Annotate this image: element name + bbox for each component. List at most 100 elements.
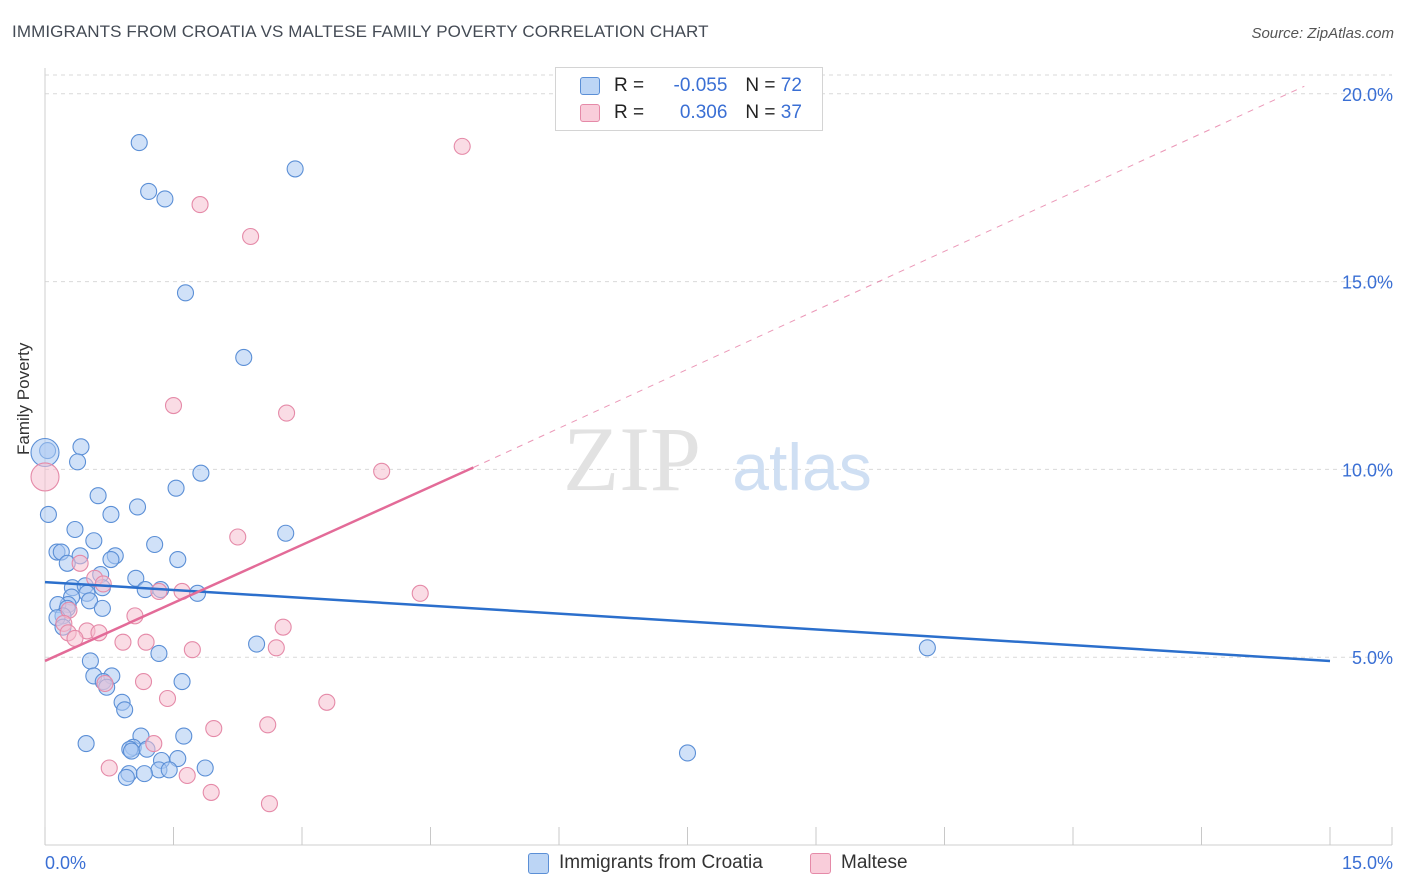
point-maltese: [229, 528, 247, 546]
point-croatia: [235, 348, 253, 367]
point-croatia: [127, 569, 145, 587]
point-croatia: [117, 768, 135, 786]
point-croatia: [81, 652, 99, 670]
point-maltese: [114, 633, 132, 651]
point-maltese: [137, 633, 155, 651]
point-maltese: [202, 783, 220, 801]
r-label: R =: [614, 102, 645, 123]
point-maltese: [373, 462, 391, 480]
point-croatia: [77, 735, 95, 753]
point-croatia: [89, 487, 107, 505]
trend-layer: [44, 85, 1331, 663]
point-maltese: [96, 674, 114, 693]
point-croatia: [678, 744, 697, 762]
point-maltese: [205, 720, 223, 738]
point-maltese: [30, 462, 60, 492]
trend-extension-maltese: [473, 85, 1305, 468]
stats-legend: R = -0.055 N = 72 R = 0.306 N = 37: [555, 67, 823, 131]
point-maltese: [134, 673, 153, 691]
n-label: N =: [745, 102, 776, 123]
swatch-croatia: [580, 77, 600, 95]
point-croatia: [150, 644, 168, 662]
n-value-maltese: 37: [780, 102, 802, 123]
legend-label-maltese: Maltese: [841, 852, 908, 873]
point-croatia: [248, 635, 266, 653]
point-croatia: [102, 550, 120, 569]
watermark: ZIP atlas: [563, 408, 872, 510]
point-maltese: [71, 554, 89, 572]
legend-swatch-croatia: [528, 852, 549, 874]
point-croatia: [169, 750, 187, 768]
point-maltese: [274, 618, 292, 636]
point-croatia: [102, 505, 120, 524]
legend-item-croatia[interactable]: Immigrants from Croatia: [528, 852, 763, 874]
point-maltese: [242, 227, 260, 246]
point-croatia: [80, 592, 99, 610]
x-tick-label: 0.0%: [45, 853, 86, 873]
point-croatia: [116, 701, 134, 719]
y-tick-label: 10.0%: [1342, 460, 1393, 480]
tick-labels: 5.0% 10.0% 15.0% 20.0% 0.0% 15.0%: [45, 85, 1393, 873]
point-croatia: [69, 453, 87, 471]
point-croatia: [93, 599, 111, 617]
point-croatia: [30, 437, 60, 468]
y-tick-label: 5.0%: [1352, 648, 1393, 668]
points-layer: [30, 134, 936, 813]
watermark-zip: ZIP: [563, 408, 701, 510]
point-croatia: [135, 765, 153, 783]
point-croatia: [66, 520, 84, 539]
point-maltese: [183, 641, 201, 659]
point-maltese: [259, 716, 277, 734]
point-croatia: [277, 524, 295, 542]
point-croatia: [160, 761, 178, 779]
y-axis-label: Family Poverty: [14, 342, 33, 455]
point-maltese: [158, 689, 177, 708]
point-croatia: [140, 182, 158, 200]
point-croatia: [128, 498, 147, 516]
point-maltese: [178, 766, 196, 785]
point-croatia: [85, 532, 103, 550]
point-maltese: [260, 795, 278, 813]
point-croatia: [169, 550, 187, 569]
source-label: Source: ZipAtlas.com: [1251, 25, 1394, 42]
trend-line-maltese: [44, 466, 474, 663]
point-maltese: [94, 575, 112, 593]
stats-row-croatia: R = -0.055 N = 72: [580, 74, 802, 98]
legend-item-maltese[interactable]: Maltese: [810, 852, 908, 874]
point-maltese: [145, 735, 163, 753]
watermark-atlas: atlas: [732, 430, 871, 504]
point-croatia: [39, 505, 57, 524]
r-label: R =: [614, 75, 645, 96]
point-croatia: [173, 673, 191, 691]
point-croatia: [176, 284, 195, 302]
stats-row-maltese: R = 0.306 N = 37: [580, 101, 802, 125]
series-legend: Immigrants from Croatia Maltese: [0, 852, 1406, 878]
chart-title: IMMIGRANTS FROM CROATIA VS MALTESE FAMIL…: [12, 22, 709, 41]
point-croatia: [918, 639, 936, 657]
point-croatia: [286, 160, 304, 178]
legend-label-croatia: Immigrants from Croatia: [559, 852, 763, 873]
point-croatia: [192, 464, 210, 482]
legend-swatch-maltese: [810, 852, 831, 874]
point-maltese: [164, 396, 183, 415]
swatch-maltese: [580, 104, 600, 122]
n-label: N =: [745, 75, 776, 96]
r-value-croatia: -0.055: [673, 75, 728, 96]
point-croatia: [196, 759, 214, 777]
x-tick-label: 15.0%: [1342, 853, 1393, 873]
point-croatia: [130, 134, 148, 152]
point-maltese: [318, 693, 336, 711]
y-tick-label: 20.0%: [1342, 85, 1393, 105]
point-croatia: [122, 742, 141, 760]
trend-line-croatia: [44, 580, 1331, 663]
point-maltese: [267, 639, 285, 657]
r-value-maltese: 0.306: [679, 102, 728, 123]
axis-layer: [44, 68, 1393, 846]
point-croatia: [146, 535, 164, 554]
point-maltese: [411, 584, 429, 602]
point-croatia: [175, 727, 193, 745]
point-maltese: [453, 137, 471, 155]
point-maltese: [100, 759, 118, 777]
point-maltese: [191, 196, 209, 214]
